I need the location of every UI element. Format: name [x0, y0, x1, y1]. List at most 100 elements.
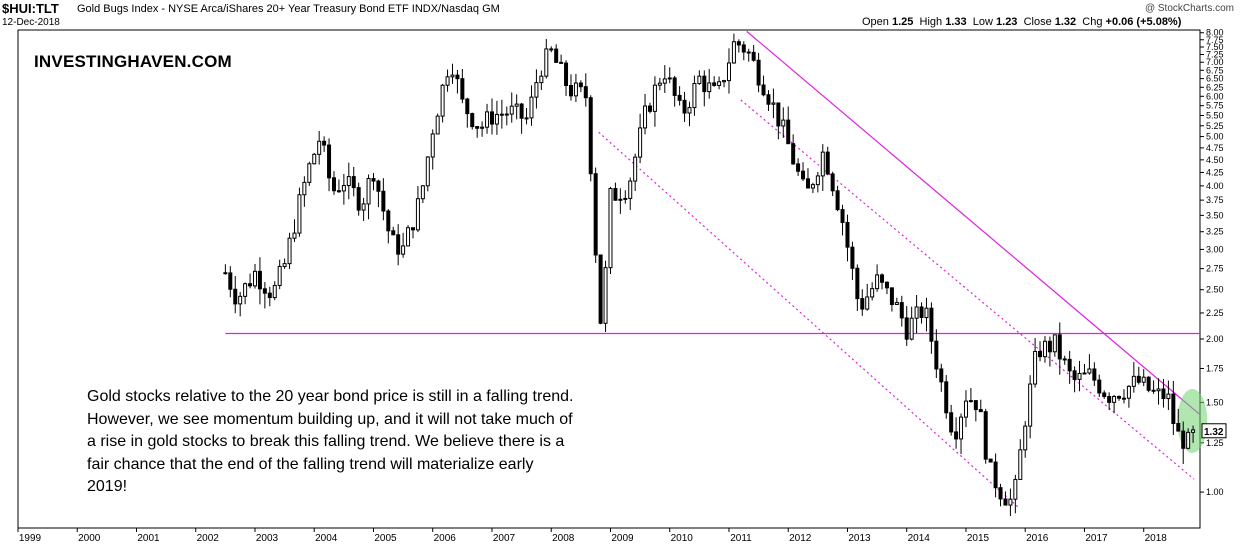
- candle-body: [524, 117, 529, 120]
- candle-body: [628, 180, 633, 199]
- candle-body: [420, 185, 425, 200]
- y-tick-label: 1.50: [1206, 398, 1224, 408]
- candle-body: [845, 221, 850, 248]
- candle-body: [554, 48, 559, 63]
- candle-body: [647, 105, 652, 112]
- y-tick-label: 1.75: [1206, 363, 1224, 373]
- candle-body: [1038, 350, 1043, 358]
- x-tick-label: 2004: [315, 533, 338, 544]
- candle-body: [623, 197, 628, 200]
- x-tick-label: 2002: [197, 533, 220, 544]
- candle-body: [519, 103, 524, 119]
- x-tick-label: 2016: [1026, 533, 1049, 544]
- candle-body: [840, 209, 845, 223]
- y-tick-label: 2.25: [1206, 308, 1224, 318]
- candle-body: [652, 84, 657, 112]
- candle-body: [445, 76, 450, 86]
- candle-body: [865, 296, 870, 310]
- candle-body: [534, 82, 539, 98]
- candle-body: [494, 113, 499, 125]
- candle-body: [835, 190, 840, 211]
- candle-body: [613, 188, 618, 201]
- candle-body: [692, 83, 697, 109]
- candle-body: [504, 113, 509, 116]
- y-tick-label: 2.75: [1206, 264, 1224, 274]
- candle-body: [391, 230, 396, 236]
- candle-body: [243, 283, 248, 297]
- candle-body: [801, 170, 806, 180]
- close-value: 1.32: [1054, 16, 1077, 28]
- candle-body: [776, 102, 781, 127]
- candle-body: [302, 181, 307, 196]
- candle-body: [1121, 397, 1126, 400]
- candle-body: [934, 340, 939, 370]
- candle-body: [578, 82, 583, 88]
- candle-body: [830, 173, 835, 192]
- candle-body: [267, 292, 272, 299]
- candle-body: [485, 111, 490, 128]
- y-tick-label: 2.50: [1206, 285, 1224, 295]
- candle-body: [909, 317, 914, 340]
- candle-body: [366, 178, 371, 205]
- candle-body: [238, 295, 243, 305]
- candle-body: [959, 416, 964, 440]
- candle-body: [771, 102, 776, 105]
- candle-body: [277, 265, 282, 286]
- candle-body: [643, 105, 648, 129]
- candle-body: [1176, 422, 1181, 432]
- candle-body: [1072, 370, 1077, 380]
- candle-body: [1191, 429, 1196, 433]
- candle-body: [603, 267, 608, 324]
- x-tick-label: 2007: [493, 533, 516, 544]
- open-label: Open: [862, 16, 889, 28]
- candle-body: [924, 307, 929, 319]
- candle-body: [593, 173, 598, 256]
- candle-body: [815, 175, 820, 186]
- candle-body: [894, 302, 899, 305]
- candle-body: [973, 400, 978, 411]
- candle-body: [331, 177, 336, 192]
- candle-body: [820, 151, 825, 177]
- candle-body: [682, 99, 687, 114]
- low-label: Low: [972, 16, 993, 28]
- candle-body: [262, 288, 267, 294]
- candle-body: [717, 81, 722, 86]
- candle-body: [287, 237, 292, 265]
- candle-body: [899, 302, 904, 319]
- y-tick-label: 4.25: [1206, 167, 1224, 177]
- candle-body: [1008, 498, 1013, 506]
- candle-body: [1141, 376, 1146, 383]
- y-tick-label: 7.50: [1206, 42, 1224, 52]
- candle-body: [1018, 449, 1023, 480]
- price-stats: Open 1.25 High 1.33 Low 1.23 Close 1.32 …: [862, 16, 1181, 28]
- candle-body: [746, 51, 751, 54]
- candle-body: [1097, 379, 1102, 394]
- candle-body: [1067, 358, 1072, 372]
- candle-body: [248, 283, 253, 287]
- candle-body: [1052, 334, 1057, 353]
- candle-body: [1082, 372, 1087, 375]
- candle-body: [781, 119, 786, 127]
- candle-body: [598, 254, 603, 324]
- x-tick-label: 2018: [1145, 533, 1168, 544]
- candle-body: [1028, 383, 1033, 427]
- candle-body: [929, 307, 934, 342]
- candle-body: [1126, 385, 1131, 399]
- last-value-label: 1.32: [1204, 427, 1224, 438]
- candle-body: [1146, 376, 1151, 391]
- candle-body: [307, 163, 312, 183]
- candle-body: [657, 82, 662, 86]
- candle-body: [539, 75, 544, 84]
- candle-body: [638, 127, 643, 158]
- chart-description: Gold Bugs Index - NYSE Arca/iShares 20+ …: [77, 3, 500, 15]
- candle-body: [1033, 350, 1038, 385]
- candle-body: [697, 75, 702, 85]
- candle-body: [949, 412, 954, 433]
- candle-body: [1102, 392, 1107, 398]
- y-tick-label: 5.25: [1206, 121, 1224, 131]
- candle-body: [1166, 393, 1171, 400]
- y-tick-label: 6.50: [1206, 74, 1224, 84]
- high-label: High: [919, 16, 943, 28]
- candle-body: [396, 234, 401, 255]
- candle-body: [1003, 498, 1008, 506]
